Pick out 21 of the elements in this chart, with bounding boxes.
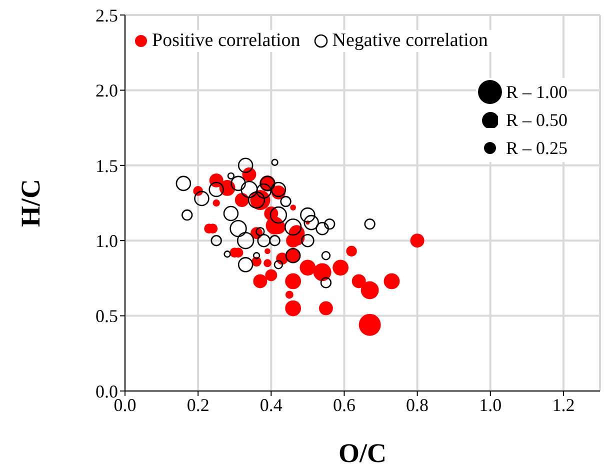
x-tick-label: 0.2 <box>186 394 210 415</box>
size-key: R – 0.50 <box>476 106 568 134</box>
size-key: R – 1.00 <box>476 78 568 106</box>
x-tick-label: 0.8 <box>406 394 429 415</box>
legend-label: Positive correlation <box>152 30 300 52</box>
y-tick-label: 2.0 <box>96 80 118 101</box>
x-tick-label: 1.0 <box>479 394 502 415</box>
x-tick-label: 0.4 <box>260 394 282 415</box>
legend-label: Negative correlation <box>332 30 488 52</box>
y-tick-label: 1.5 <box>96 156 118 176</box>
y-tick-label: 2.5 <box>96 5 118 26</box>
size-key: R – 0.25 <box>476 134 568 162</box>
legend-label: R – 0.25 <box>506 138 568 158</box>
y-axis-title: H/C <box>16 178 46 228</box>
x-tick-label: 1.2 <box>552 394 575 415</box>
x-tick-label: 0.6 <box>332 394 356 415</box>
y-tick-label: 1.0 <box>96 230 118 251</box>
y-tick-label: 0.5 <box>96 306 118 326</box>
legend-label: R – 1.00 <box>506 82 568 102</box>
x-axis-title: O/C <box>338 438 387 464</box>
legend-label: R – 0.50 <box>506 110 568 130</box>
